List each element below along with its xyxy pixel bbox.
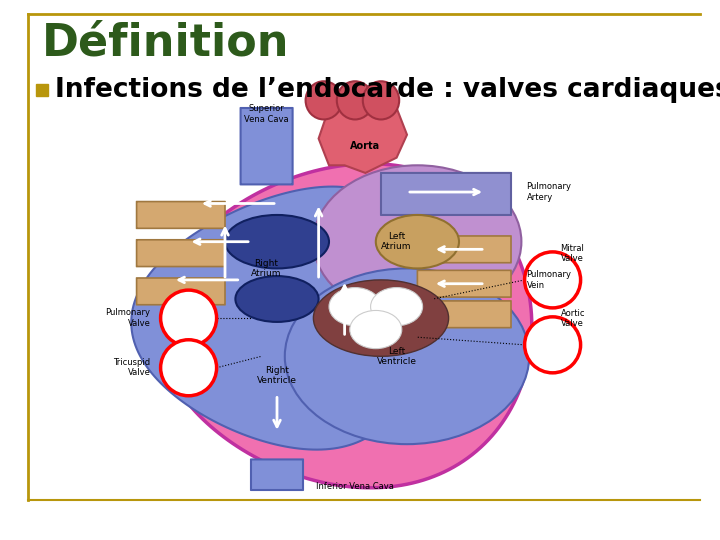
Ellipse shape: [305, 81, 342, 119]
Ellipse shape: [371, 287, 423, 326]
Ellipse shape: [313, 280, 449, 356]
FancyBboxPatch shape: [137, 201, 225, 228]
Ellipse shape: [225, 215, 329, 268]
FancyBboxPatch shape: [137, 240, 225, 267]
Ellipse shape: [235, 276, 319, 322]
Circle shape: [161, 340, 217, 396]
Text: Right
Ventricle: Right Ventricle: [257, 366, 297, 385]
PathPatch shape: [131, 187, 423, 450]
FancyBboxPatch shape: [251, 460, 303, 490]
Ellipse shape: [363, 81, 399, 119]
Text: Left
Atrium: Left Atrium: [382, 232, 412, 252]
Text: Inferior Vena Cava: Inferior Vena Cava: [316, 482, 394, 491]
Ellipse shape: [350, 310, 402, 349]
FancyBboxPatch shape: [418, 301, 511, 328]
Ellipse shape: [313, 165, 521, 318]
Ellipse shape: [329, 287, 381, 326]
Text: Mitral
Valve: Mitral Valve: [561, 244, 585, 264]
Text: Définition: Définition: [42, 22, 289, 65]
FancyBboxPatch shape: [418, 236, 511, 263]
Text: Pulmonary
Vein: Pulmonary Vein: [526, 270, 572, 289]
Circle shape: [525, 252, 580, 308]
Ellipse shape: [285, 268, 529, 444]
Text: Right
Atrium: Right Atrium: [251, 259, 282, 278]
Text: Superior
Vena Cava: Superior Vena Cava: [244, 104, 289, 124]
PathPatch shape: [319, 100, 407, 173]
Ellipse shape: [376, 215, 459, 268]
Text: Pulmonary
Artery: Pulmonary Artery: [526, 183, 572, 202]
Text: Infections de l’endocarde : valves cardiaques: Infections de l’endocarde : valves cardi…: [55, 77, 720, 103]
FancyBboxPatch shape: [95, 108, 615, 490]
Text: Aortic
Valve: Aortic Valve: [561, 309, 585, 328]
Ellipse shape: [337, 81, 373, 119]
Text: Aorta: Aorta: [351, 141, 380, 151]
FancyBboxPatch shape: [418, 271, 511, 297]
FancyBboxPatch shape: [381, 173, 511, 215]
Text: Left
Ventricle: Left Ventricle: [377, 347, 417, 366]
Circle shape: [161, 290, 217, 346]
PathPatch shape: [158, 164, 532, 488]
Text: Tricuspid
Valve: Tricuspid Valve: [114, 358, 150, 377]
FancyBboxPatch shape: [137, 278, 225, 305]
FancyBboxPatch shape: [240, 108, 292, 184]
Circle shape: [525, 317, 580, 373]
Text: Pulmonary
Valve: Pulmonary Valve: [106, 308, 150, 328]
